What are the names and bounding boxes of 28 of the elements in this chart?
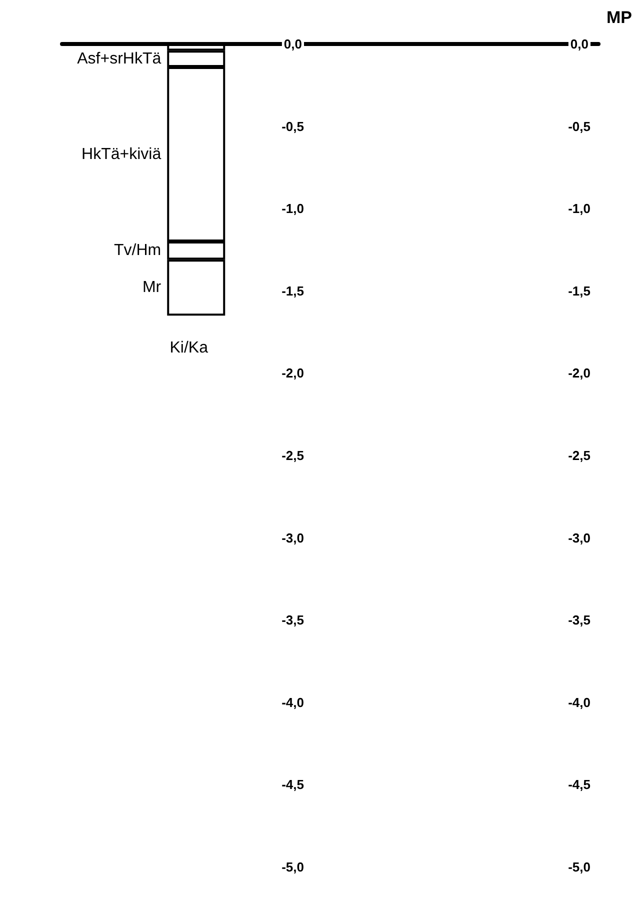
y2-tick-label: -1,5 [568, 283, 590, 298]
y-tick-label: 0,0 [284, 36, 302, 52]
y-tick-label: -3,5 [282, 612, 304, 628]
series-label: Tv/Hm [114, 242, 162, 260]
series-label: Asf+srHkTä [77, 50, 162, 68]
y-tick-label: -2,0 [282, 366, 304, 381]
y2-tick-label: -3,0 [568, 530, 590, 546]
y2-axis-title: MP [606, 8, 632, 27]
y-tick-label: -2,5 [282, 448, 304, 463]
y2-tick-label: -4,0 [568, 694, 590, 710]
y2-tick-label: 0,0 [570, 36, 588, 52]
series-label: HkTä+kiviä [82, 146, 162, 163]
y-tick-label: -5,0 [282, 860, 304, 874]
y-tick-label: -1,5 [282, 283, 304, 298]
y2-tick-label: -1,0 [568, 201, 590, 216]
y-tick-label: -4,5 [282, 777, 304, 792]
y2-tick-label: -3,5 [568, 612, 590, 628]
y2-tick-label: -5,0 [568, 860, 590, 874]
annotation: Ki/Ka [170, 340, 208, 356]
y-tick-label: -4,0 [282, 694, 304, 710]
y-tick-label: -1,0 [282, 201, 304, 216]
y2-tick-label: -2,5 [568, 448, 590, 463]
y2-tick-label: -4,5 [568, 777, 590, 792]
y-tick-label: -3,0 [282, 530, 304, 546]
y-tick-label: -0,5 [282, 118, 304, 134]
y2-tick-label: -2,0 [568, 366, 590, 381]
series-label: Mr [142, 279, 162, 296]
y2-tick-label: -0,5 [568, 118, 590, 134]
